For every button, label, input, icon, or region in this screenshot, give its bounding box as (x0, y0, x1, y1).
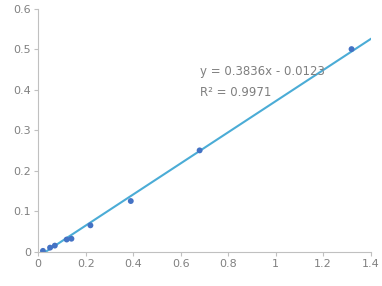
Text: y = 0.3836x - 0.0123: y = 0.3836x - 0.0123 (200, 65, 324, 78)
Point (40, 249, 46, 253)
Point (64, 237, 70, 242)
Point (68, 237, 74, 241)
Point (52, 243, 58, 248)
Point (128, 199, 134, 203)
Text: R² = 0.9971: R² = 0.9971 (200, 86, 271, 99)
Point (87, 223, 94, 228)
Point (348, 47, 354, 51)
Point (197, 148, 203, 153)
Point (47, 245, 53, 250)
